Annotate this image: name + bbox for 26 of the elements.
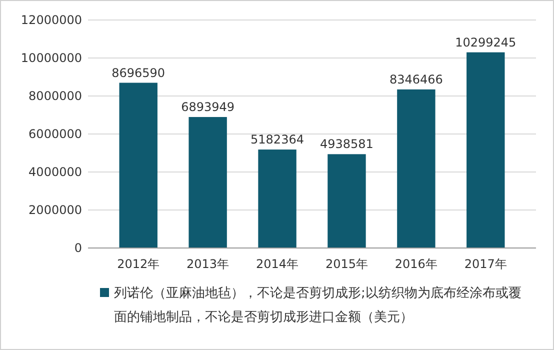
- x-tick-label: 2017年: [464, 257, 507, 271]
- x-tick-label: 2013年: [186, 257, 230, 271]
- y-tick-label: 8000000: [28, 89, 82, 104]
- y-tick-label: 0: [74, 241, 82, 256]
- data-label: 6893949: [181, 100, 235, 114]
- data-label: 8696590: [112, 66, 166, 80]
- data-label: 8346466: [389, 72, 443, 86]
- x-tick-label: 2015年: [325, 257, 368, 271]
- bar: [119, 82, 158, 248]
- bar: [466, 52, 505, 248]
- data-label: 10299245: [455, 35, 516, 50]
- y-tick-label: 2000000: [28, 203, 82, 218]
- bar: [328, 154, 366, 248]
- data-label: 5182364: [250, 132, 304, 147]
- legend-label: 列诺伦（亚麻油地毡），不论是否剪切成形;以纺织物为底布经涂布或覆面的铺地制品，不论是否剪切成形进口金额（美元）: [114, 286, 522, 325]
- bar: [258, 150, 296, 248]
- x-tick-label: 2014年: [256, 257, 299, 271]
- y-tick-label: 12000000: [20, 13, 82, 28]
- y-tick-label: 6000000: [28, 127, 82, 142]
- x-tick-label: 2016年: [394, 257, 438, 271]
- bar: [397, 89, 436, 248]
- y-tick-label: 4000000: [28, 165, 82, 180]
- data-label: 4938581: [320, 137, 374, 152]
- y-tick-label: 10000000: [20, 51, 82, 66]
- bar: [188, 117, 227, 248]
- x-tick-label: 2012年: [117, 257, 160, 271]
